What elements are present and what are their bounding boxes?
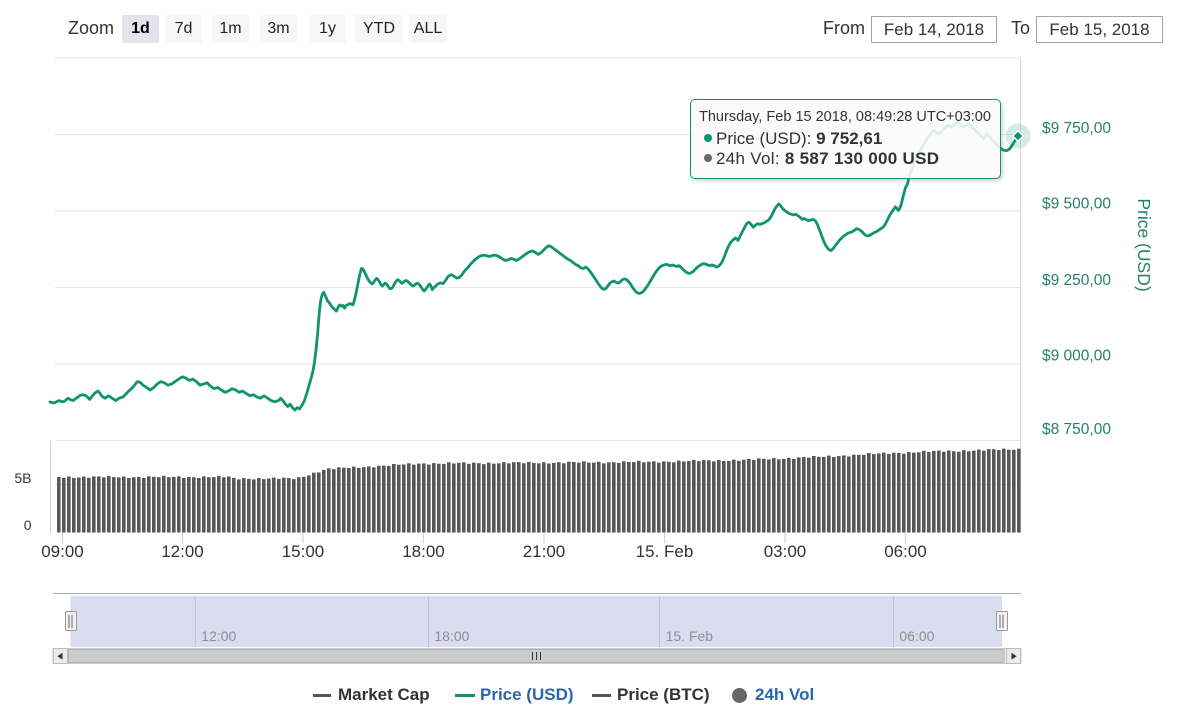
svg-text:15. Feb: 15. Feb xyxy=(636,542,694,561)
svg-text:$9 750,00: $9 750,00 xyxy=(1042,120,1111,137)
svg-text:12:00: 12:00 xyxy=(201,628,236,644)
svg-text:0: 0 xyxy=(24,517,32,533)
svg-text:15:00: 15:00 xyxy=(282,542,325,561)
svg-text:15. Feb: 15. Feb xyxy=(666,628,714,644)
svg-text:21:00: 21:00 xyxy=(523,542,566,561)
svg-text:Price (USD): Price (USD) xyxy=(1134,198,1154,291)
svg-text:06:00: 06:00 xyxy=(899,628,934,644)
svg-text:$9 500,00: $9 500,00 xyxy=(1042,196,1111,213)
svg-text:12:00: 12:00 xyxy=(161,542,204,561)
svg-text:09:00: 09:00 xyxy=(41,542,84,561)
svg-text:5B: 5B xyxy=(14,470,31,486)
svg-text:18:00: 18:00 xyxy=(434,628,469,644)
svg-text:$8 750,00: $8 750,00 xyxy=(1042,421,1111,438)
svg-text:18:00: 18:00 xyxy=(402,542,445,561)
svg-text:$9 250,00: $9 250,00 xyxy=(1042,272,1111,289)
svg-text:$9 000,00: $9 000,00 xyxy=(1042,348,1111,365)
svg-text:03:00: 03:00 xyxy=(764,542,807,561)
svg-text:06:00: 06:00 xyxy=(884,542,927,561)
